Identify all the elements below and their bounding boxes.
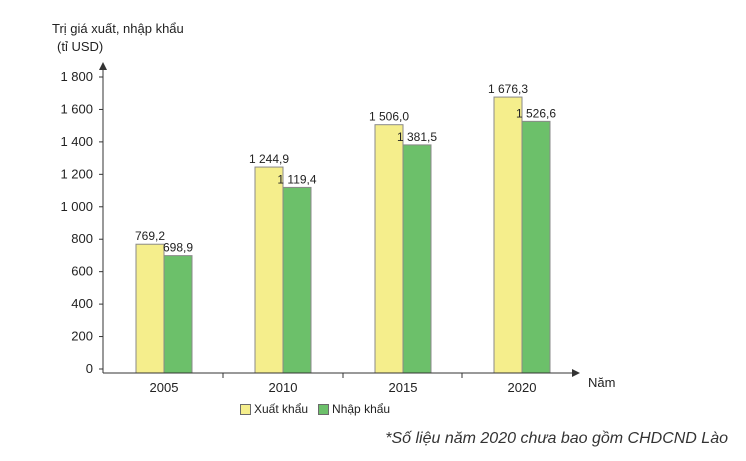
bar-export-2010 [254,166,284,374]
bar-export-2005 [135,243,165,374]
bar-import-2020 [521,120,551,374]
y-tick-label-400: 400 [71,296,93,311]
y-axis-label-line-2: (tỉ USD) [57,39,104,54]
y-tick-label-1400: 1 400 [60,134,93,149]
legend-item-export: Xuất khẩu [240,402,308,416]
legend: Xuất khẩu Nhập khẩu [240,402,390,416]
data-label-import-2005: 698,9 [163,241,193,255]
legend-item-import: Nhập khẩu [318,402,390,416]
bar-import-2015 [402,144,432,374]
x-axis-arrow [572,369,580,377]
legend-swatch-export [240,403,251,415]
legend-label-export: Xuất khẩu [254,402,309,416]
y-tick-label-800: 800 [71,231,93,246]
footnote: *Số liệu năm 2020 chưa bao gồm CHDCND Là… [385,430,728,447]
bar-export-2020 [493,96,523,374]
data-label-export-2020: 1 676,3 [488,82,528,96]
data-label-import-2020: 1 526,6 [516,106,556,120]
y-axis-arrow [99,62,107,70]
y-tick-label-0: 0 [86,361,93,376]
y-tick-label-600: 600 [71,264,93,279]
data-label-export-2005: 769,2 [135,229,165,243]
y-tick-label-1600: 1 600 [60,101,93,116]
legend-label-import: Nhập khẩu [332,402,391,416]
data-label-import-2015: 1 381,5 [397,130,437,144]
x-axis-label: Năm [588,375,615,390]
bar-import-2005 [163,255,193,374]
legend-swatch-import [318,403,330,415]
bar-export-2015 [374,124,404,374]
x-tick-label-2005: 2005 [150,380,179,395]
x-tick-label-2015: 2015 [389,380,418,395]
y-tick-label-1000: 1 000 [60,199,93,214]
data-label-export-2010: 1 244,9 [249,152,289,166]
data-label-export-2015: 1 506,0 [369,110,409,124]
y-axis-label-line-1: Trị giá xuất, nhập khẩu [52,21,184,36]
y-tick-label-1800: 1 800 [60,69,93,84]
y-tick-label-200: 200 [71,329,93,344]
data-label-import-2010: 1 119,4 [277,172,316,186]
bar-import-2010 [282,186,312,374]
x-tick-label-2010: 2010 [269,380,298,395]
x-tick-label-2020: 2020 [508,380,537,395]
y-tick-label-1200: 1 200 [60,166,93,181]
y-axis-label: Trị giá xuất, nhập khẩu (tỉ USD) [52,20,184,56]
